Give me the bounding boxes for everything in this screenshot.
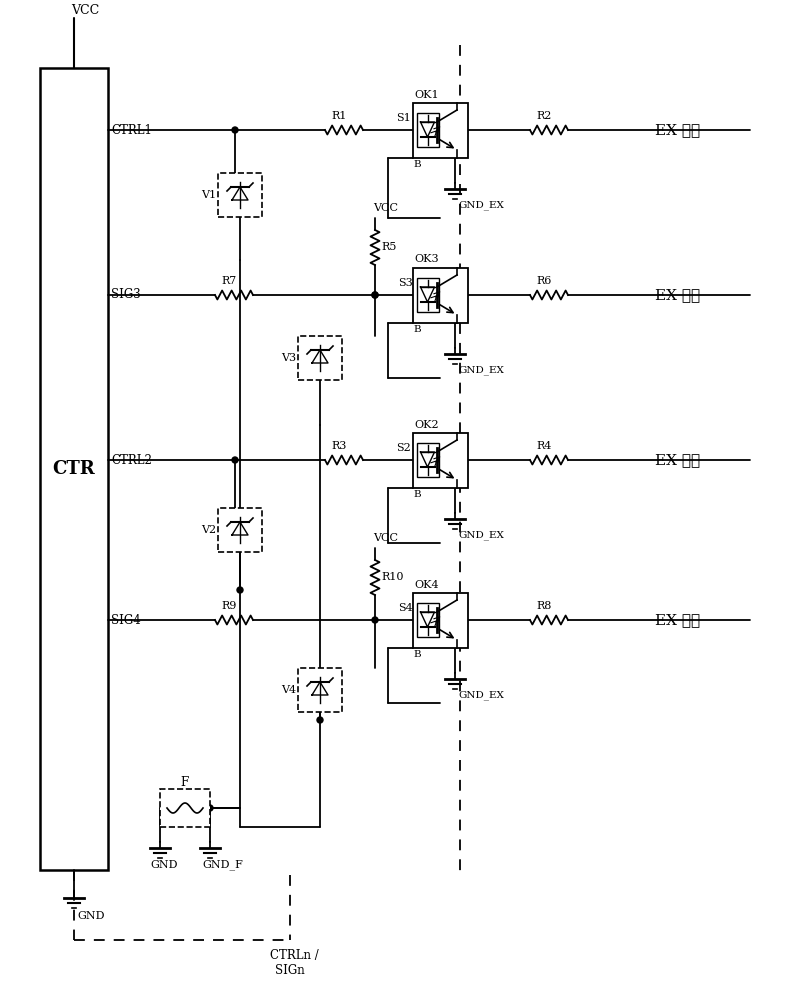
Text: V2: V2 xyxy=(201,525,216,535)
Text: R4: R4 xyxy=(537,441,552,451)
Text: S2: S2 xyxy=(397,443,411,453)
Text: GND_F: GND_F xyxy=(202,860,243,870)
Text: EX 区域: EX 区域 xyxy=(655,288,700,302)
Bar xyxy=(417,443,439,477)
Bar xyxy=(40,68,108,870)
Text: B: B xyxy=(413,650,421,659)
Text: V1: V1 xyxy=(201,190,216,200)
Circle shape xyxy=(372,292,378,298)
Circle shape xyxy=(317,717,323,723)
Text: S1: S1 xyxy=(397,113,411,123)
Text: CTRLn /: CTRLn / xyxy=(270,948,319,962)
Text: V3: V3 xyxy=(281,353,296,363)
Text: GND: GND xyxy=(150,860,177,870)
Text: R7: R7 xyxy=(221,276,237,286)
Text: SIG3: SIG3 xyxy=(111,288,141,302)
Bar xyxy=(417,113,439,147)
Text: B: B xyxy=(413,160,421,169)
Circle shape xyxy=(232,457,238,463)
Text: R5: R5 xyxy=(381,242,397,252)
Text: B: B xyxy=(413,490,421,499)
Text: R2: R2 xyxy=(537,111,552,121)
Text: EX 区域: EX 区域 xyxy=(655,613,700,627)
Text: F: F xyxy=(180,776,188,788)
Text: R8: R8 xyxy=(537,601,552,611)
Text: CTRL1: CTRL1 xyxy=(111,123,152,136)
Bar xyxy=(417,278,439,312)
Text: R10: R10 xyxy=(381,572,404,582)
Text: S3: S3 xyxy=(398,278,413,288)
Text: SIG4: SIG4 xyxy=(111,613,141,626)
Text: GND_EX: GND_EX xyxy=(458,691,504,700)
Text: V4: V4 xyxy=(281,685,296,695)
Text: CTR: CTR xyxy=(52,460,95,478)
Bar xyxy=(413,103,467,157)
Text: OK3: OK3 xyxy=(414,254,439,264)
Text: GND: GND xyxy=(77,911,104,921)
Text: VCC: VCC xyxy=(71,3,99,16)
Bar xyxy=(218,173,262,217)
Text: CTRL2: CTRL2 xyxy=(111,454,152,466)
Text: SIGn: SIGn xyxy=(275,964,304,976)
Bar xyxy=(298,336,342,380)
Text: GND_EX: GND_EX xyxy=(458,531,504,540)
Text: R3: R3 xyxy=(332,441,347,451)
Text: OK2: OK2 xyxy=(414,420,439,430)
Circle shape xyxy=(372,292,378,298)
Text: B: B xyxy=(413,325,421,334)
Text: VCC: VCC xyxy=(373,533,398,543)
Bar xyxy=(413,432,467,488)
Text: R6: R6 xyxy=(537,276,552,286)
Circle shape xyxy=(372,617,378,623)
Text: OK1: OK1 xyxy=(414,90,439,100)
Circle shape xyxy=(207,805,213,811)
Text: S4: S4 xyxy=(398,603,413,613)
Bar xyxy=(298,668,342,712)
Text: GND_EX: GND_EX xyxy=(458,201,504,210)
Text: R1: R1 xyxy=(332,111,347,121)
Text: EX 区域: EX 区域 xyxy=(655,123,700,137)
Bar xyxy=(160,789,210,827)
Circle shape xyxy=(237,587,243,593)
Text: OK4: OK4 xyxy=(414,580,439,589)
Bar xyxy=(413,592,467,648)
Text: GND_EX: GND_EX xyxy=(458,366,504,375)
Bar xyxy=(413,267,467,322)
Bar xyxy=(417,603,439,637)
Text: EX 区域: EX 区域 xyxy=(655,453,700,467)
Bar xyxy=(218,508,262,552)
Circle shape xyxy=(232,127,238,133)
Text: R9: R9 xyxy=(221,601,237,611)
Text: VCC: VCC xyxy=(373,203,398,213)
